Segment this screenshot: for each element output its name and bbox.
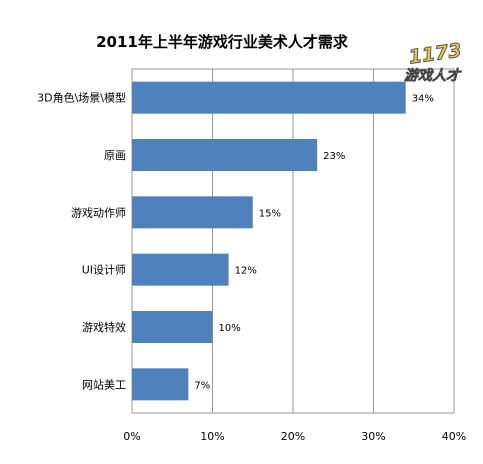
data-label: 7%: [194, 380, 210, 391]
data-label: 15%: [259, 208, 281, 219]
x-tick-label: 20%: [281, 430, 305, 443]
x-tick-label: 10%: [200, 430, 224, 443]
bar: [132, 81, 406, 114]
bar: [132, 311, 213, 343]
chart-title: 2011年上半年游戏行业美术人才需求: [96, 33, 349, 51]
x-tick-label: 0%: [123, 430, 140, 443]
bar: [132, 139, 318, 171]
bar: [132, 196, 253, 229]
data-label: 12%: [235, 266, 257, 277]
category-label: 3D角色\场景\模型: [37, 91, 126, 105]
bar: [132, 253, 229, 286]
logo-text: 游戏人才: [404, 67, 462, 84]
category-label: 游戏动作师: [71, 206, 126, 219]
bar: [132, 368, 189, 401]
logo-watermark: 1173 游戏人才: [404, 39, 464, 84]
x-tick-label: 30%: [361, 430, 385, 443]
category-label: UI设计师: [82, 264, 126, 277]
logo-number: 1173: [407, 39, 462, 68]
x-tick-label: 40%: [442, 430, 466, 443]
category-label: 原画: [104, 149, 126, 162]
data-label: 10%: [219, 323, 241, 334]
data-label: 23%: [323, 151, 345, 162]
data-label: 34%: [412, 94, 434, 105]
category-label: 网站美工: [82, 377, 126, 391]
category-label: 游戏特效: [82, 320, 126, 334]
